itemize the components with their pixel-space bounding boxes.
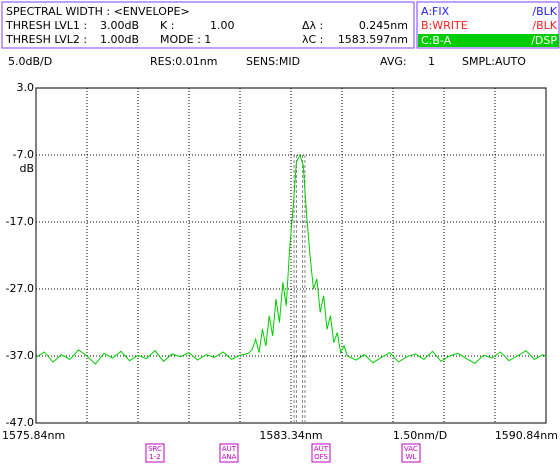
softkey[interactable] [145,443,165,463]
trace-state: /BLK [532,5,557,18]
trace-box [416,1,560,49]
softkey-label: AUT [314,445,329,453]
x-tick-label: 1583.34nm [259,429,322,442]
trace-state: /BLK [532,19,557,32]
softkey[interactable] [401,443,421,463]
y-tick-label: -7.0 [13,148,34,161]
trace: A:FIX [421,5,450,18]
softkey[interactable] [219,443,239,463]
softkey-label: SRC [148,445,162,453]
spectrum-trace [35,153,547,365]
status: 5.0dB/D [8,55,52,68]
softkey-label: ANA [222,453,237,461]
info: THRESH LVL2 : [5,33,87,46]
y-tick-label: -27.0 [6,282,34,295]
info: λC : [302,33,323,46]
y-tick-label: -47.0 [6,416,34,429]
status: RES:0.01nm [150,55,217,68]
info: K : [160,19,174,32]
trace: C:B-A [421,34,452,47]
info: 1.00 [210,19,235,32]
y-unit: dB [19,162,34,175]
trace-highlight [418,34,559,47]
x-scale: 1.50nm/D [393,429,447,442]
info: 1583.597nm [338,33,408,46]
x-tick-label: 1575.84nm [2,429,65,442]
y-tick-label: -17.0 [6,215,34,228]
softkey[interactable] [311,443,331,463]
info: MODE : 1 [160,33,211,46]
status: 1 [428,55,435,68]
plot-area [35,87,547,424]
trace: B:WRITE [421,19,468,32]
info: 0.245nm [359,19,408,32]
info: 1.00dB [100,33,139,46]
status: SMPL:AUTO [462,55,526,68]
y-tick-label: -37.0 [6,349,34,362]
softkey-label: AUT [222,445,237,453]
info: THRESH LVL1 : [5,19,87,32]
info-box [1,1,415,49]
status: AVG: [380,55,407,68]
softkey-label: OFS [314,453,328,461]
info: 3.00dB [100,19,139,32]
softkey-label: VAC [404,445,418,453]
trace-state: /DSP [531,34,557,47]
mode: SPECTRAL WIDTH : <ENVELOPE> [6,5,190,18]
softkeys: SRC 1-2 AUT ANA AUT OFS VAC WL [145,443,421,463]
info: Δλ : [302,19,323,32]
softkey-label: WL [406,453,417,461]
status: SENS:MID [246,55,300,68]
softkey-label: 1-2 [149,453,160,461]
x-tick-label: 1590.84nm [495,429,558,442]
y-tick-label: 3.0 [17,81,35,94]
